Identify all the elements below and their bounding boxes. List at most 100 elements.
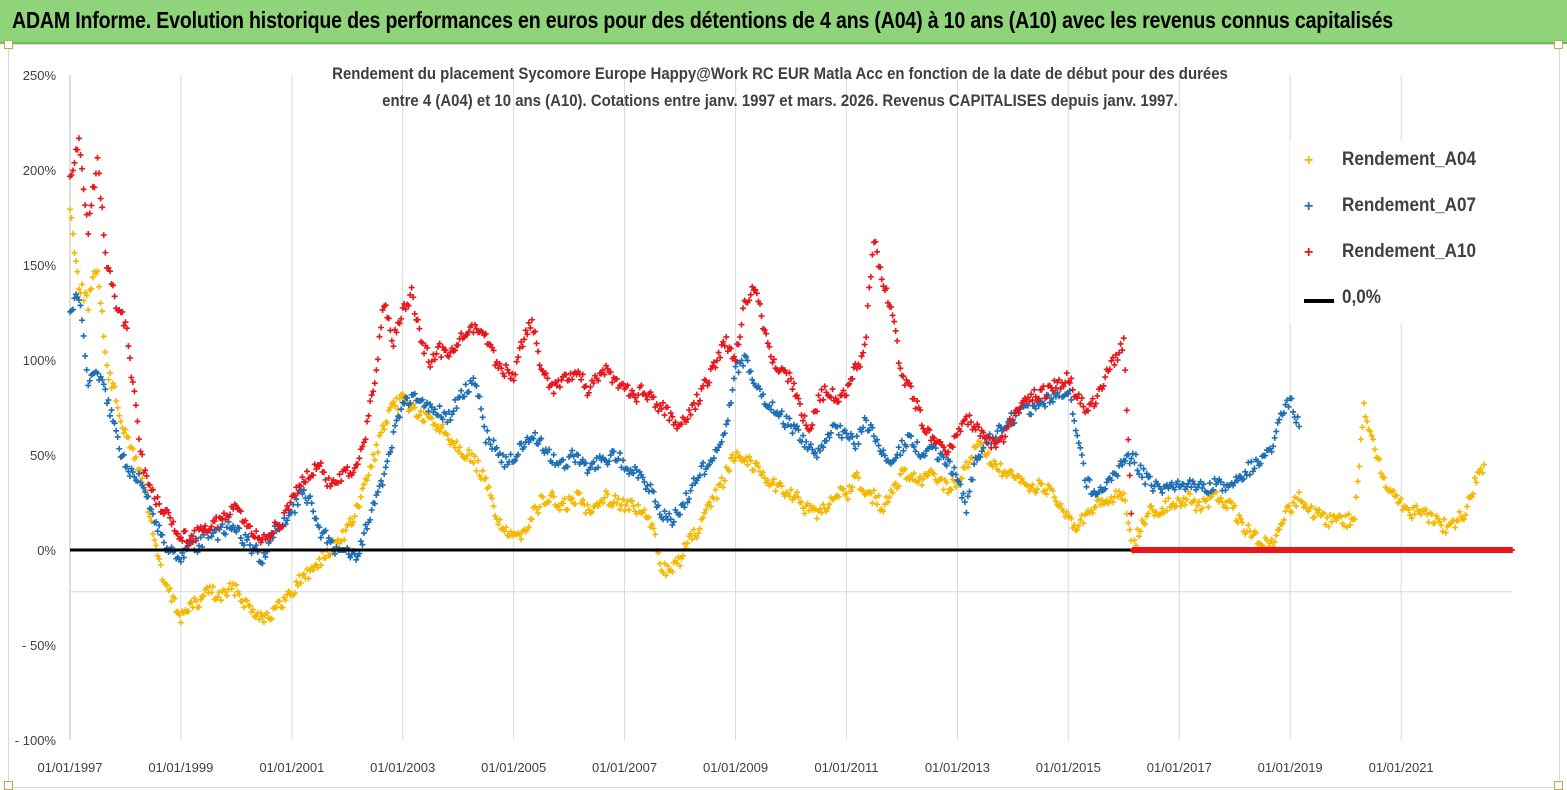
data-point <box>496 516 503 523</box>
data-point <box>379 482 386 489</box>
data-point <box>1060 383 1067 390</box>
data-point <box>1438 521 1445 528</box>
data-point <box>621 507 628 514</box>
data-point <box>826 434 833 441</box>
data-point <box>714 447 721 454</box>
data-point <box>781 424 788 431</box>
data-point <box>428 404 435 411</box>
data-point <box>807 441 814 448</box>
data-point <box>116 412 123 419</box>
data-point <box>381 470 388 477</box>
data-point <box>464 452 471 459</box>
data-point <box>663 513 670 520</box>
data-point <box>1206 480 1213 487</box>
data-point <box>501 373 508 380</box>
data-point <box>197 534 204 541</box>
data-point <box>800 432 807 439</box>
data-point <box>829 386 836 393</box>
data-point <box>824 505 831 512</box>
data-point <box>94 267 101 274</box>
data-point <box>1129 450 1136 457</box>
data-point <box>68 172 75 179</box>
data-point <box>795 494 802 501</box>
data-point <box>1032 393 1039 400</box>
resize-handle-bottom-right[interactable] <box>1554 781 1563 790</box>
data-point <box>645 514 652 521</box>
data-point <box>844 496 851 503</box>
data-point <box>644 482 651 489</box>
data-point <box>464 331 471 338</box>
data-point <box>1428 511 1435 518</box>
data-point <box>1293 419 1300 426</box>
data-point <box>410 401 417 408</box>
data-point <box>294 501 301 508</box>
data-point <box>1116 349 1123 356</box>
data-point <box>365 472 372 479</box>
data-point <box>857 363 864 370</box>
data-point <box>357 538 364 545</box>
data-point <box>1136 471 1142 478</box>
data-point <box>1425 519 1432 526</box>
data-point <box>884 499 891 506</box>
data-point <box>564 506 571 513</box>
data-point <box>89 274 96 281</box>
data-point <box>200 525 207 532</box>
data-point <box>1078 451 1085 458</box>
x-tick-label: 01/01/2015 <box>1036 760 1101 775</box>
data-point <box>724 417 731 424</box>
data-point <box>122 426 129 433</box>
data-point <box>1049 398 1056 405</box>
data-point <box>731 353 738 360</box>
data-point <box>1263 537 1270 544</box>
data-point <box>1162 498 1169 505</box>
data-point <box>1279 520 1286 527</box>
data-point <box>867 273 874 280</box>
data-point <box>149 486 156 493</box>
data-point <box>777 411 784 418</box>
data-point <box>1089 509 1096 516</box>
data-point <box>185 608 192 615</box>
resize-handle-top-right[interactable] <box>1554 40 1563 49</box>
data-point <box>1217 495 1224 502</box>
data-point <box>1328 518 1335 525</box>
data-point <box>1056 376 1063 383</box>
data-point <box>367 516 374 523</box>
data-point <box>604 365 611 372</box>
data-point <box>308 500 315 507</box>
data-point <box>737 333 744 340</box>
data-point <box>341 536 348 543</box>
data-point <box>793 392 800 399</box>
data-point <box>587 464 594 471</box>
data-point <box>208 523 215 530</box>
data-point <box>1316 506 1323 513</box>
data-point <box>160 539 167 546</box>
data-point <box>182 528 189 535</box>
data-point <box>692 406 699 413</box>
data-point <box>1085 407 1092 414</box>
data-point <box>351 465 358 472</box>
data-point <box>105 376 112 383</box>
data-point <box>242 517 249 524</box>
data-point <box>113 427 120 434</box>
resize-handle-top-left[interactable] <box>4 40 13 49</box>
data-point <box>1029 481 1036 488</box>
data-point <box>134 418 141 425</box>
data-point <box>701 471 708 478</box>
data-point <box>282 507 289 514</box>
data-point <box>1092 400 1099 407</box>
data-point <box>325 534 332 541</box>
resize-handle-bottom-left[interactable] <box>4 781 13 790</box>
data-point <box>450 408 457 415</box>
data-point <box>507 375 514 382</box>
data-point <box>114 404 121 411</box>
data-point <box>820 444 827 451</box>
data-point <box>502 524 509 531</box>
data-point <box>774 409 781 416</box>
data-point <box>639 474 646 481</box>
data-point <box>686 407 693 414</box>
data-point <box>676 562 683 569</box>
data-point <box>1268 536 1275 543</box>
data-point <box>167 514 174 521</box>
data-point <box>1234 477 1241 484</box>
